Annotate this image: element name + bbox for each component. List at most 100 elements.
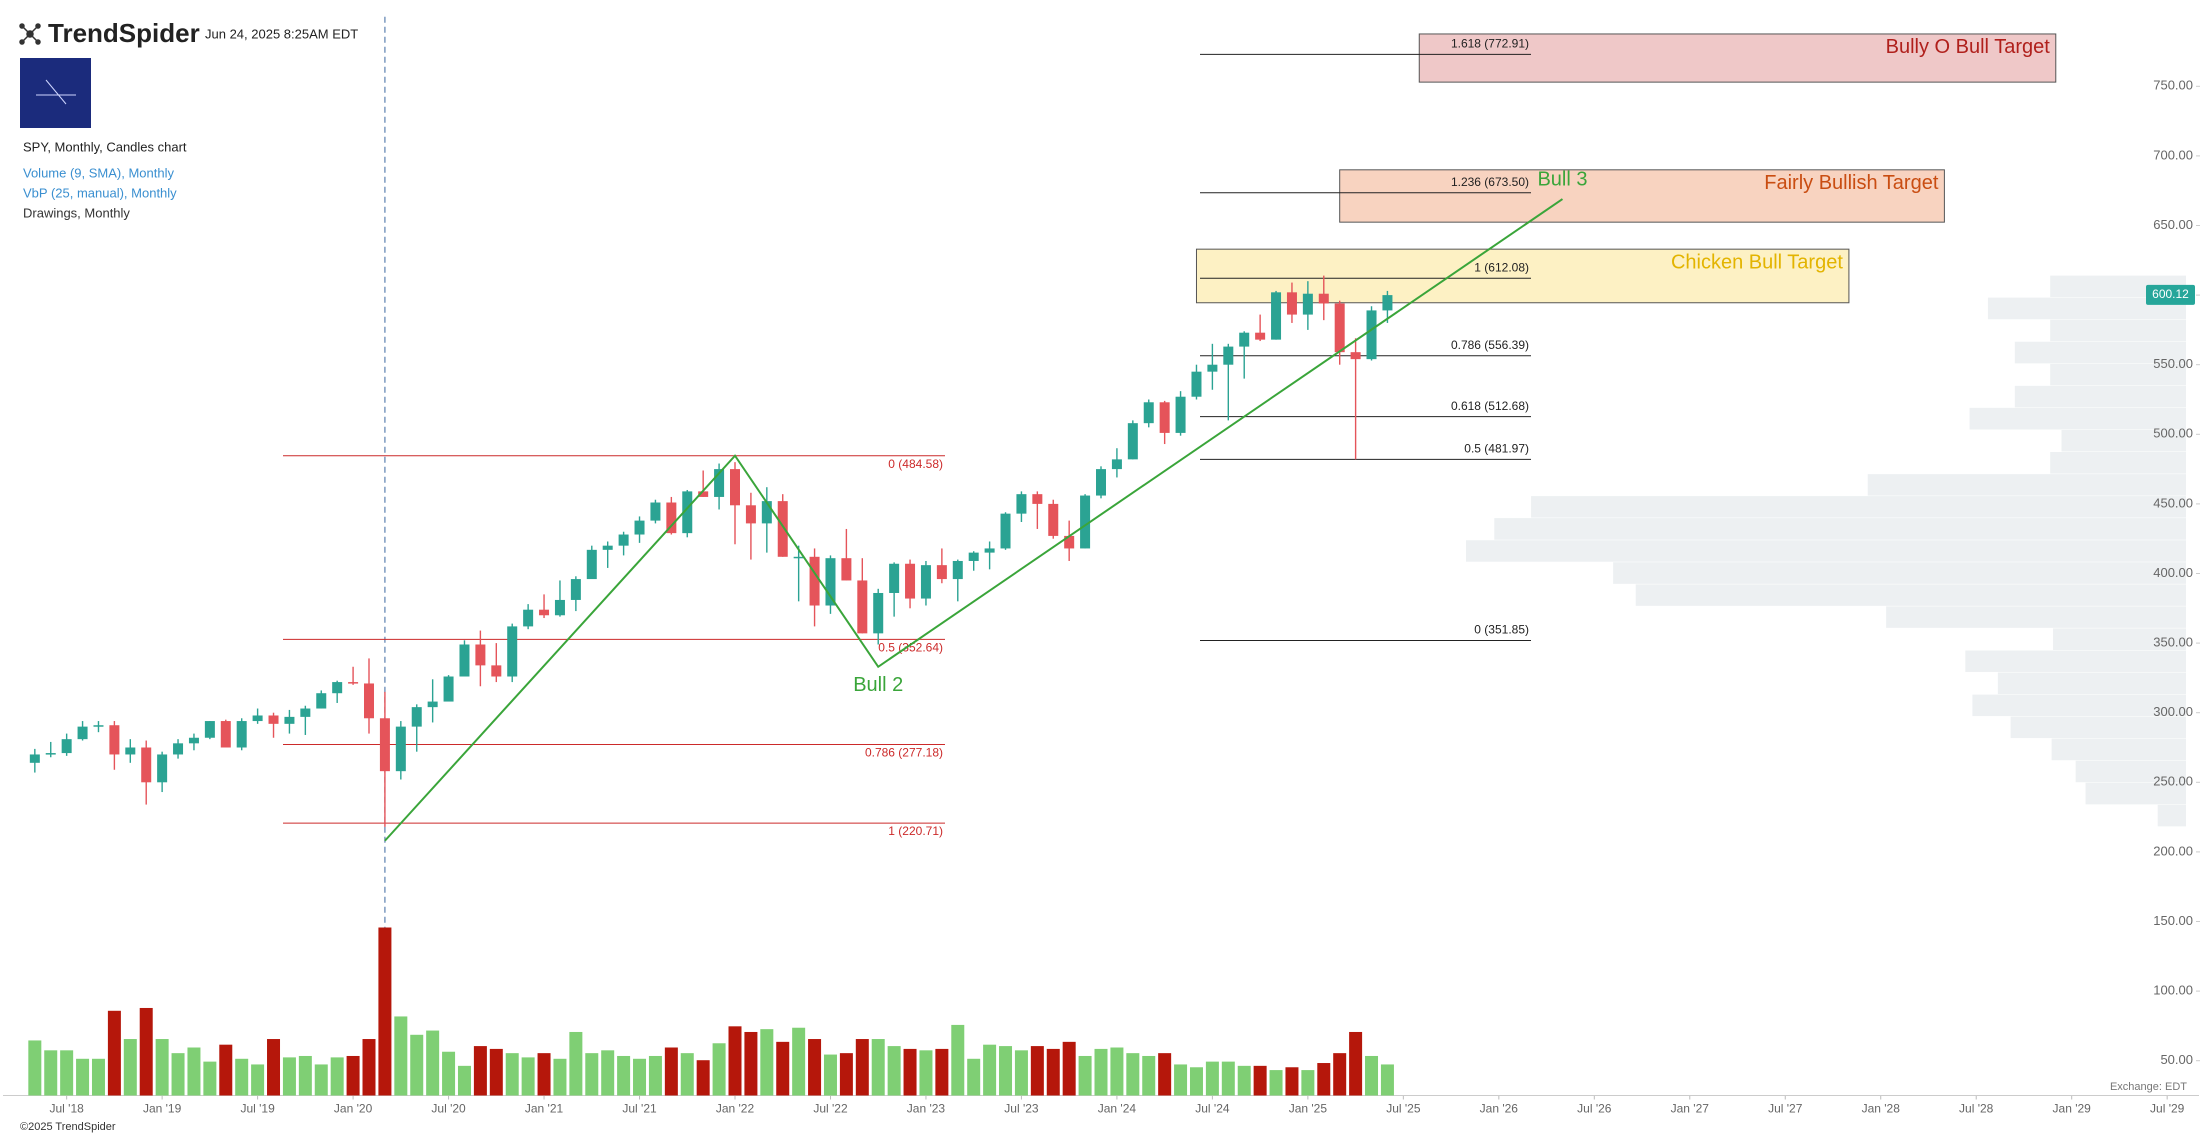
volume-bar	[776, 1041, 790, 1096]
candle-body	[984, 548, 995, 553]
volume-profile-bar	[2050, 363, 2186, 386]
candle-body	[1334, 303, 1345, 353]
volume-bar	[473, 1046, 487, 1096]
volume-bar	[521, 1057, 535, 1096]
candle-body	[730, 469, 740, 506]
candle-body	[364, 683, 374, 719]
x-tick-label: Jul '29	[2150, 1102, 2185, 1116]
candle-body	[1032, 494, 1043, 504]
x-tick-label: Jan '20	[334, 1102, 373, 1116]
volume-bar	[1221, 1061, 1235, 1096]
fib-label: 1.618 (772.91)	[1451, 37, 1529, 51]
volume-bar	[28, 1040, 42, 1096]
volume-profile-bar	[1494, 518, 2186, 540]
fib-label: 1.236 (673.50)	[1451, 175, 1529, 189]
y-tick-label: 100.00	[2153, 983, 2193, 998]
candle-body	[1143, 402, 1154, 424]
candle-body	[889, 563, 900, 593]
x-tick-label: Jul '24	[1195, 1102, 1230, 1116]
x-tick-label: Jan '27	[1671, 1102, 1710, 1116]
x-tick-label: Jul '25	[1386, 1102, 1421, 1116]
candle-body	[539, 609, 550, 616]
legend-entry: VbP (25, manual), Monthly	[23, 185, 177, 200]
candle-body	[204, 721, 215, 738]
volume-profile-bar	[2050, 451, 2186, 474]
volume-profile-bar	[1969, 407, 2186, 430]
wave-label: Bull 3	[1537, 168, 1587, 190]
volume-bar	[1142, 1055, 1156, 1096]
candle-body	[1255, 332, 1266, 340]
volume-profile-bar	[1997, 672, 2186, 695]
volume-profile-bar	[1972, 694, 2186, 717]
exchange: Exchange: EDT	[2110, 1081, 2187, 1093]
volume-bar	[935, 1048, 949, 1096]
x-tick-label: Jan '21	[525, 1102, 564, 1116]
volume-bar	[839, 1053, 853, 1096]
legend-entry: Drawings, Monthly	[23, 205, 130, 220]
candle-body	[825, 558, 836, 606]
candle-body	[1064, 535, 1075, 549]
volume-bar	[1174, 1064, 1188, 1096]
candle-body	[157, 754, 168, 783]
candle-body	[379, 718, 390, 772]
volume-bar	[617, 1055, 631, 1096]
volume-profile-bar	[1886, 606, 2186, 628]
y-tick-label: 400.00	[2153, 565, 2193, 580]
volume-bar	[1189, 1067, 1203, 1096]
volume-bar	[1078, 1055, 1092, 1096]
candle-body	[459, 644, 470, 677]
volume-bar	[394, 1016, 408, 1096]
volume-bar	[187, 1047, 201, 1096]
candle-body	[809, 556, 820, 606]
volume-profile-bar	[1965, 650, 2186, 672]
x-tick-label: Jul '19	[240, 1102, 275, 1116]
volume-profile-bar	[1987, 297, 2186, 320]
volume-bar	[107, 1010, 121, 1096]
candle-body	[507, 626, 518, 677]
volume-bar	[1014, 1050, 1028, 1096]
x-tick-label: Jan '22	[716, 1102, 755, 1116]
fib-label: 0.618 (512.68)	[1451, 399, 1529, 413]
x-tick-label: Jan '25	[1289, 1102, 1328, 1116]
candle-body	[1286, 292, 1297, 315]
candle-body	[1239, 332, 1250, 347]
volume-bar	[1365, 1055, 1379, 1096]
volume-bar	[808, 1039, 822, 1096]
y-tick-label: 200.00	[2153, 843, 2193, 858]
volume-bar	[123, 1039, 137, 1096]
candle-body	[1016, 494, 1027, 514]
volume-bar	[633, 1058, 647, 1096]
volume-bar	[378, 927, 392, 1096]
candle-body	[745, 505, 756, 524]
candle-body	[395, 726, 406, 772]
volume-bar	[1094, 1048, 1108, 1096]
volume-profile-bar	[2061, 429, 2186, 452]
volume-bar	[457, 1065, 471, 1096]
candle-body	[523, 609, 534, 627]
volume-bar	[298, 1055, 312, 1096]
candle-body	[761, 501, 772, 524]
candle-body	[300, 708, 311, 717]
zone-label: Chicken Bull Target	[1671, 251, 1843, 273]
volume-bar	[823, 1054, 837, 1096]
candle-body	[125, 747, 136, 755]
candle-body	[666, 502, 677, 534]
zone-label: Bully O Bull Target	[1886, 36, 2051, 58]
volume-bar	[648, 1055, 662, 1096]
x-tick-label: Jul '26	[1577, 1102, 1612, 1116]
timestamp: Jun 24, 2025 8:25AM EDT	[205, 26, 358, 41]
candle-body	[602, 545, 613, 550]
fib-label: 1 (612.08)	[1474, 260, 1529, 274]
volume-bar	[1285, 1067, 1299, 1096]
y-tick-label: 150.00	[2153, 913, 2193, 928]
volume-profile-bar	[2010, 716, 2186, 739]
volume-bar	[1301, 1070, 1315, 1096]
candle-body	[698, 491, 709, 497]
fib-label: 0.786 (556.39)	[1451, 338, 1529, 352]
candle-body	[188, 737, 199, 744]
x-tick-label: Jul '23	[1004, 1102, 1039, 1116]
x-tick-label: Jul '20	[431, 1102, 466, 1116]
fib-label: 0 (351.85)	[1474, 623, 1529, 637]
